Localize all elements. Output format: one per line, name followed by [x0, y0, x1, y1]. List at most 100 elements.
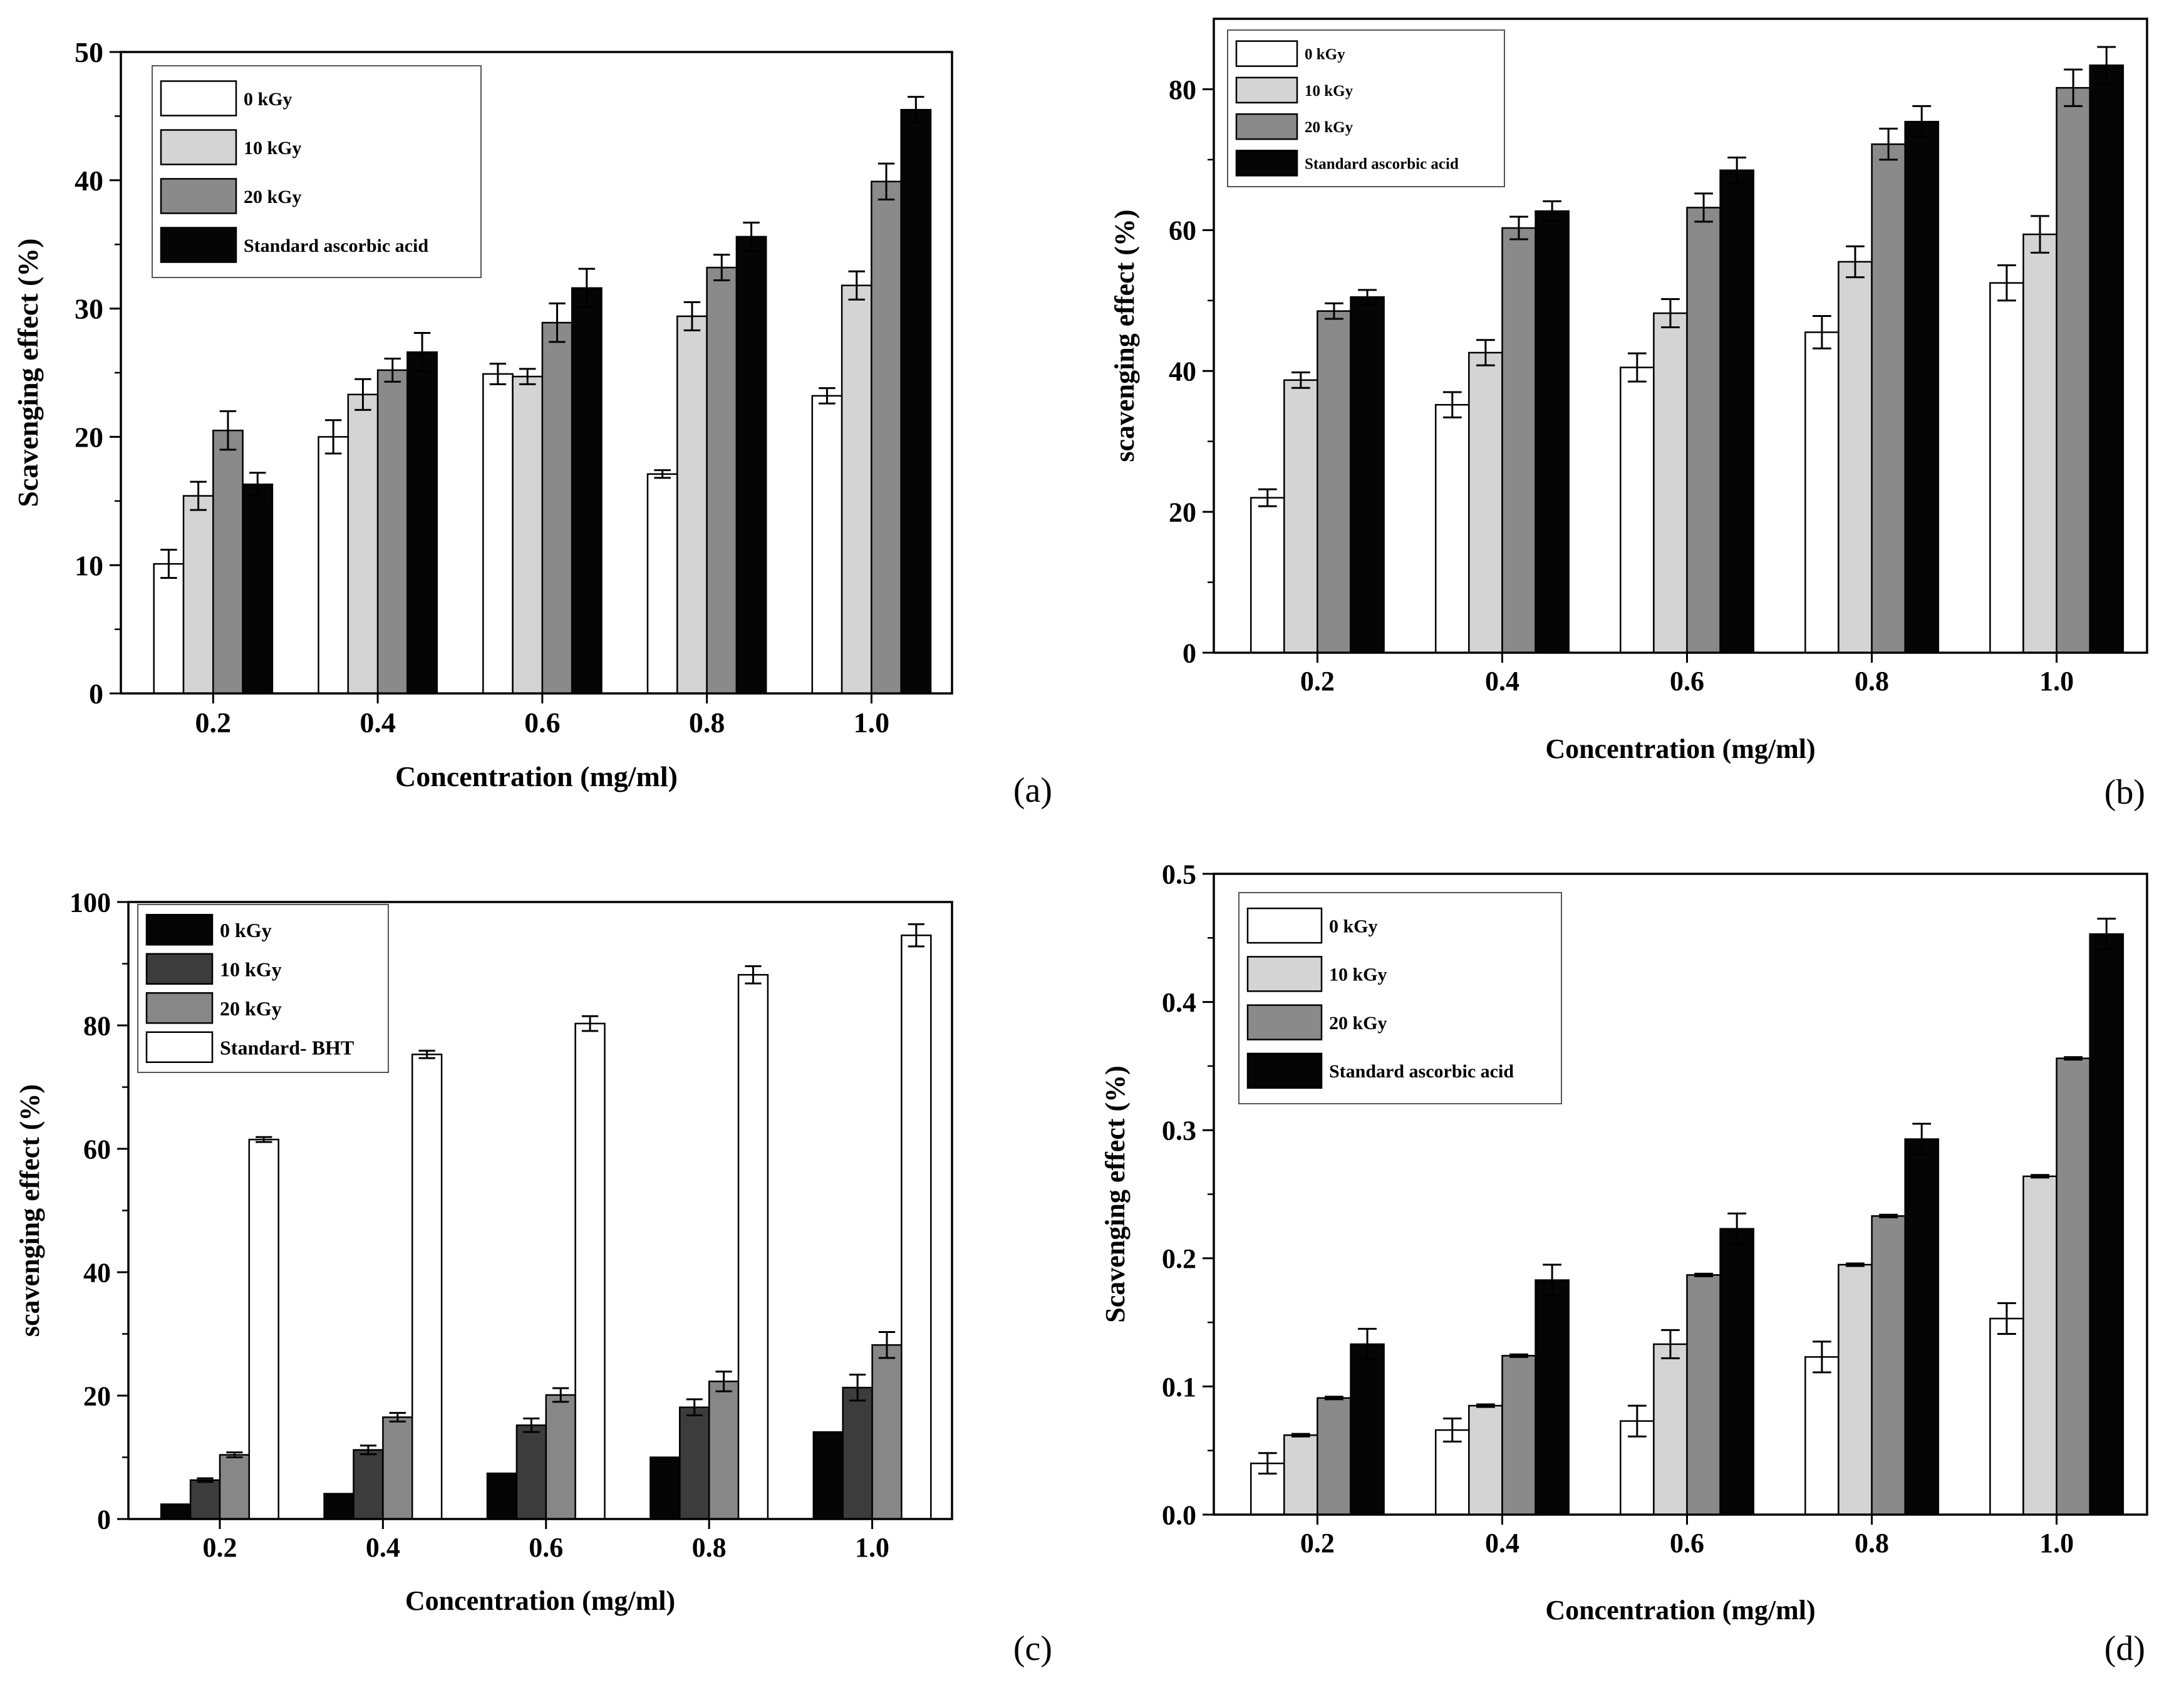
- y-tick-label: 0: [1183, 638, 1196, 668]
- bar: [1719, 169, 1754, 654]
- bar: [2022, 233, 2057, 654]
- y-tick-label: 0: [89, 678, 103, 710]
- bar: [189, 1479, 221, 1520]
- x-tick-label: 1.0: [854, 707, 890, 739]
- legend-label: 20 kGy: [1329, 1013, 1387, 1034]
- bar: [1653, 1343, 1688, 1516]
- x-tick-label: 0.2: [1300, 666, 1335, 697]
- y-tick-label: 20: [83, 1381, 111, 1411]
- y-tick-label: 40: [75, 165, 103, 197]
- bar: [353, 1449, 384, 1520]
- x-axis-label: Concentration (mg/ml): [1545, 734, 1815, 764]
- x-tick-label: 0.4: [1485, 666, 1519, 697]
- y-tick-label: 80: [83, 1010, 111, 1041]
- y-axis-label: Scavenging effect (%): [12, 238, 44, 507]
- legend-swatch: [145, 992, 214, 1024]
- bar: [2089, 933, 2124, 1516]
- plot-frame: [120, 51, 953, 695]
- panel-label: (a): [1013, 771, 1052, 810]
- y-tick-label: 100: [70, 887, 111, 918]
- bar: [841, 284, 872, 695]
- bar: [679, 1406, 710, 1520]
- bar: [1250, 497, 1285, 654]
- bar: [411, 1054, 443, 1520]
- x-tick-label: 0.4: [360, 707, 396, 739]
- y-axis-label: scavenging effect (%): [1109, 209, 1140, 462]
- bar: [706, 266, 738, 695]
- panel-label: (d): [2104, 1629, 2145, 1668]
- bar: [1317, 1397, 1352, 1516]
- plot-frame: [1213, 873, 2148, 1516]
- legend-label: 10 kGy: [1329, 965, 1387, 985]
- y-tick-label: 10: [75, 549, 103, 581]
- bar: [2089, 64, 2124, 654]
- bar: [571, 287, 603, 695]
- y-tick-label: 30: [75, 293, 103, 325]
- legend-label: Standard ascorbic acid: [1329, 1061, 1514, 1082]
- y-tick-label: 0.1: [1162, 1372, 1196, 1402]
- bar: [1871, 143, 1906, 654]
- x-axis-label: Concentration (mg/ml): [1545, 1595, 1815, 1625]
- legend-swatch: [1246, 956, 1323, 992]
- bar: [1317, 310, 1352, 654]
- chart-panel: 0.2 0.4 0.6 0.8 1.0 0 10 20 30 40 50 Concentration …: [12, 36, 1052, 810]
- bar: [871, 1344, 903, 1520]
- legend: 0 kGy 10 kGy 20 kGy Standard ascorbic acid: [152, 65, 482, 278]
- plot-frame: [127, 901, 953, 1520]
- bar: [1838, 261, 1873, 654]
- x-tick-label: 0.2: [195, 707, 232, 739]
- bar: [318, 436, 349, 695]
- bar: [2022, 1175, 2057, 1516]
- legend-swatch: [160, 227, 237, 263]
- x-tick-label: 0.8: [689, 707, 725, 739]
- x-axis-label: Concentration (mg/ml): [405, 1585, 675, 1616]
- bar: [1468, 1404, 1503, 1516]
- x-tick-label: 0.6: [1670, 1528, 1704, 1558]
- bar: [900, 108, 932, 695]
- bar: [646, 473, 678, 695]
- legend-label: 20 kGy: [220, 997, 282, 1020]
- legend-swatch: [1246, 1004, 1323, 1040]
- bar: [1350, 1343, 1385, 1516]
- bar: [842, 1386, 873, 1520]
- y-axis-label: Scavenging effect (%): [1100, 1065, 1131, 1323]
- bar: [1989, 282, 2024, 654]
- legend-label: 0 kGy: [244, 89, 292, 110]
- legend-label: 0 kGy: [220, 919, 272, 941]
- bar: [512, 375, 544, 695]
- bar: [376, 369, 408, 695]
- bar: [1719, 1228, 1754, 1516]
- y-tick-label: 0: [97, 1504, 111, 1535]
- x-tick-label: 1.0: [2039, 1528, 2074, 1558]
- y-tick-label: 20: [75, 422, 103, 454]
- y-tick-label: 20: [1169, 497, 1196, 528]
- legend-label: 0 kGy: [1305, 46, 1345, 63]
- bar: [486, 1472, 518, 1520]
- x-tick-label: 0.6: [1670, 666, 1704, 697]
- legend-swatch: [160, 80, 237, 117]
- bar: [871, 180, 902, 695]
- x-tick-label: 0.6: [524, 707, 561, 739]
- bar: [1804, 1356, 1840, 1516]
- legend-label: 0 kGy: [1329, 916, 1378, 936]
- x-tick-label: 0.6: [529, 1532, 563, 1563]
- x-tick-label: 1.0: [2039, 666, 2074, 697]
- y-tick-label: 0.5: [1162, 859, 1196, 889]
- y-tick-label: 80: [1169, 75, 1196, 105]
- bar: [160, 1503, 192, 1520]
- bar: [1434, 403, 1470, 654]
- bar: [708, 1381, 740, 1520]
- y-tick-label: 0.0: [1162, 1500, 1196, 1530]
- legend-label: Standard- BHT: [220, 1036, 354, 1059]
- bar: [737, 973, 769, 1520]
- bar: [545, 1394, 576, 1520]
- bar: [811, 395, 843, 695]
- bar: [219, 1454, 251, 1520]
- bar: [323, 1493, 355, 1520]
- y-tick-label: 40: [1169, 356, 1196, 387]
- x-tick-label: 0.4: [1485, 1528, 1519, 1558]
- chart-panel: 0.2 0.4 0.6 0.8 1.0 0 20 40 60 80 100 Concentration…: [14, 887, 1052, 1668]
- chart-panel: 0.2 0.4 0.6 0.8 1.0 0 20 40 60 80 Concentration (m…: [1109, 18, 2148, 812]
- y-axis-label: scavenging effect (%): [14, 1084, 45, 1337]
